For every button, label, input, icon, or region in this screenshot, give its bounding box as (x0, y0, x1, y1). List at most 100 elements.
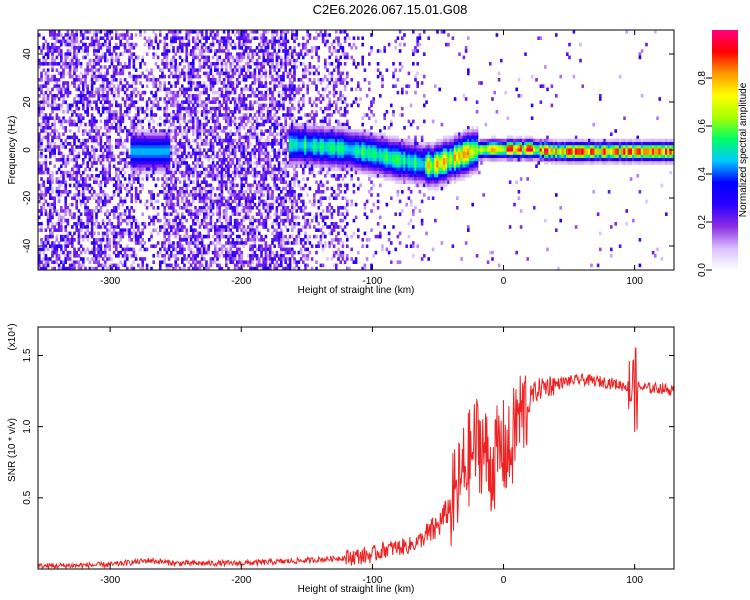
heatmap-cell (225, 126, 228, 130)
heatmap-cell (152, 161, 155, 165)
heatmap-cell (46, 122, 50, 127)
heatmap-cell (86, 110, 89, 114)
heatmap-cell (106, 49, 109, 53)
heatmap-cell (216, 161, 219, 165)
heatmap-cell (251, 231, 254, 236)
heatmap-cell (291, 199, 294, 204)
heatmap-cell (196, 151, 199, 156)
heatmap-cell (196, 170, 199, 175)
heatmap-cell (60, 270, 63, 274)
heatmap-cell (198, 266, 202, 270)
heatmap-cell (57, 244, 61, 248)
heatmap-cell (57, 199, 61, 204)
heatmap-cell (156, 135, 160, 140)
heatmap-cell (291, 33, 294, 37)
heatmap-cell (44, 58, 48, 63)
heatmap-cell (258, 209, 261, 213)
heatmap-cell (119, 68, 122, 72)
heatmap-cell (271, 132, 274, 136)
heatmap-cell (57, 215, 61, 220)
heatmap-cell (247, 212, 250, 216)
heatmap-cell (119, 158, 122, 162)
heatmap-cell (145, 74, 149, 79)
heatmap-cell (178, 154, 182, 159)
heatmap-cell (240, 257, 243, 261)
heatmap-cell (280, 231, 283, 236)
heatmap-cell (242, 148, 246, 152)
heatmap-cell (236, 84, 239, 88)
heatmap-cell (64, 90, 67, 95)
heatmap-cell (249, 119, 252, 124)
heatmap-cell (141, 142, 144, 146)
heatmap-cell (126, 254, 129, 258)
heatmap-cell (273, 46, 276, 50)
heatmap-cell (209, 193, 213, 197)
heatmap-cell (262, 142, 265, 146)
heatmap-cell (286, 129, 290, 133)
heatmap-cell (209, 46, 213, 50)
heatmap-cell (242, 126, 246, 130)
heatmap-cell (282, 206, 285, 210)
heatmap-cell (156, 65, 160, 69)
heatmap-cell (209, 62, 213, 66)
heatmap-cell (68, 209, 72, 213)
heatmap-cell (174, 215, 177, 220)
heatmap-cell (269, 170, 272, 175)
heatmap-cell (51, 46, 54, 50)
heatmap-cell (134, 257, 138, 261)
heatmap-cell (49, 209, 52, 213)
heatmap-cell (181, 174, 184, 178)
heatmap-cell (79, 94, 83, 98)
heatmap-cell (265, 270, 268, 274)
heatmap-cell (286, 132, 290, 136)
heatmap-cell (99, 180, 103, 184)
heatmap-cell (238, 81, 241, 85)
heatmap-cell (132, 174, 136, 178)
heatmap-cell (139, 138, 142, 143)
heatmap-cell (275, 138, 279, 143)
heatmap-cell (44, 228, 48, 232)
heatmap-cell (121, 231, 125, 236)
heatmap-cell (255, 234, 259, 239)
heatmap-cell (220, 138, 224, 143)
heatmap-cell (64, 100, 67, 104)
heatmap-cell (161, 161, 164, 165)
heatmap-cell (258, 97, 261, 101)
heatmap-cell (198, 52, 202, 56)
heatmap-cell (187, 78, 191, 82)
heatmap-cell (165, 158, 169, 162)
heatmap-cell (203, 49, 206, 53)
heatmap-cell (176, 78, 180, 82)
heatmap-cell (44, 209, 48, 213)
heatmap-cell (143, 202, 147, 207)
heatmap-cell (159, 68, 162, 72)
heatmap-cell (275, 84, 279, 88)
heatmap-cell (143, 257, 147, 261)
heatmap-cell (271, 100, 274, 104)
heatmap-cell (137, 193, 140, 197)
heatmap-cell (194, 52, 197, 56)
heatmap-cell (159, 30, 162, 34)
heatmap-cell (243, 270, 246, 274)
heatmap-cell (137, 106, 140, 111)
heatmap-cell (44, 234, 48, 239)
heatmap-cell (205, 90, 208, 95)
heatmap-cell (68, 49, 72, 53)
heatmap-cell (233, 126, 237, 130)
heatmap-cell (216, 132, 219, 136)
heatmap-cell (139, 122, 142, 127)
heatmap-cell (194, 87, 197, 92)
heatmap-cell (183, 126, 186, 130)
heatmap-cell (288, 145, 292, 149)
heatmap-cell (154, 84, 158, 88)
heatmap-cell (108, 84, 111, 88)
heatmap-cell (242, 65, 246, 69)
heatmap-cell (84, 231, 87, 236)
heatmap-cell (108, 222, 111, 226)
heatmap-cell (209, 174, 213, 178)
heatmap-cell (284, 193, 287, 197)
heatmap-cell (273, 167, 276, 172)
heatmap-cell (277, 68, 281, 72)
heatmap-cell (220, 113, 224, 117)
heatmap-cell (273, 122, 276, 127)
